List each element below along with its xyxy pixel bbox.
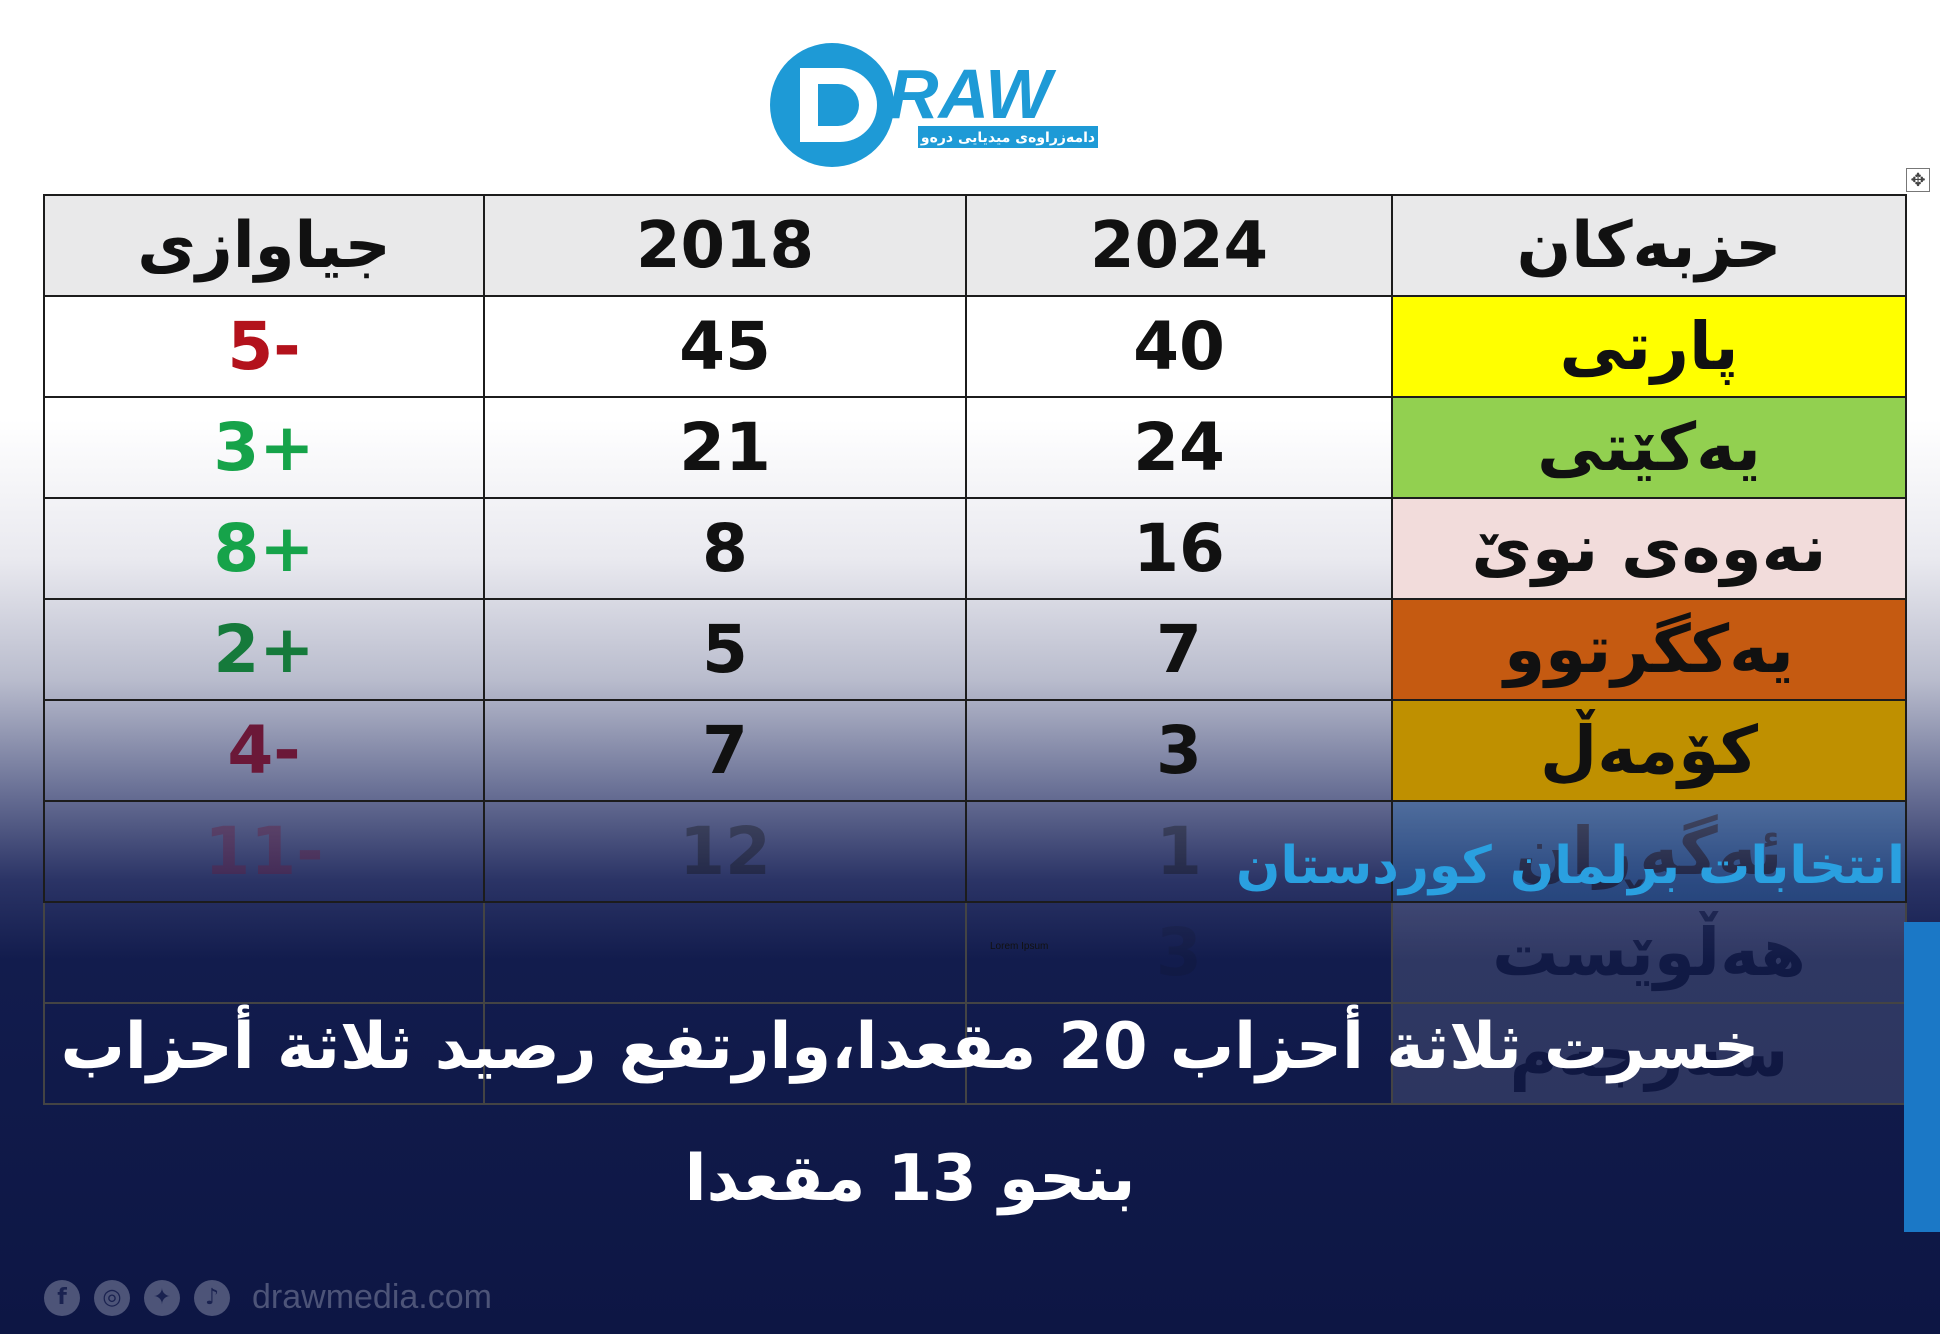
- value-2018-cell: 45: [483, 295, 967, 398]
- value-2018-cell: 12: [483, 800, 967, 903]
- table-row: 4- 7 3 کۆمەڵ: [43, 699, 1907, 802]
- header-party: حزبەکان: [1391, 194, 1907, 297]
- accent-side-bar: [1904, 922, 1940, 1232]
- draw-logo: RAW دامەزراوەی میدیایی درەو: [770, 43, 1098, 167]
- party-cell: یەکگرتوو: [1391, 598, 1907, 701]
- logo-wordmark: RAW: [888, 55, 1057, 133]
- value-2024-cell: 3: [965, 901, 1393, 1004]
- value-2024-cell: 16: [965, 497, 1393, 600]
- logo-tagline: دامەزراوەی میدیایی درەو: [920, 130, 1095, 146]
- table-row: 3+ 21 24 یەکێتی: [43, 396, 1907, 499]
- table-row: 2+ 5 7 یەکگرتوو: [43, 598, 1907, 701]
- value-2018-cell: 5: [483, 598, 967, 701]
- diff-cell: 8+: [43, 497, 485, 600]
- header-diff: جیاوازی: [43, 194, 485, 297]
- tiktok-icon[interactable]: ♪: [194, 1279, 230, 1316]
- value-2018-cell: 7: [483, 699, 967, 802]
- table-row: 11- 12 1 ئەگەڕان: [43, 800, 1907, 903]
- header-2018: 2018: [483, 194, 967, 297]
- facebook-icon[interactable]: f: [44, 1279, 80, 1316]
- table-row: 5- 45 40 پارتی: [43, 295, 1907, 398]
- headline-line-2: بنحو 13 مقعدا: [684, 1142, 1136, 1216]
- results-table: جیاوازی 2018 2024 حزبەکان 5- 45 40 پارتی…: [43, 194, 1907, 1105]
- value-2024-cell: 1: [965, 800, 1393, 903]
- value-2018-cell: [483, 1002, 967, 1105]
- headline-line-1: خسرت ثلاثة أحزاب 20 مقعدا،وارتفع رصيد ثل…: [60, 1010, 1760, 1084]
- value-2024-cell: 24: [965, 396, 1393, 499]
- value-2018-cell: 8: [483, 497, 967, 600]
- party-cell: پارتی: [1391, 295, 1907, 398]
- table-move-handle-icon[interactable]: ✥: [1906, 168, 1930, 192]
- instagram-icon[interactable]: ◎: [94, 1279, 130, 1316]
- header-row: جیاوازی 2018 2024 حزبەکان: [43, 194, 1907, 297]
- table-row: 3 هەڵوێست: [43, 901, 1907, 1004]
- diff-cell: 2+: [43, 598, 485, 701]
- value-2024-cell: 40: [965, 295, 1393, 398]
- party-cell: نەوەی نوێ: [1391, 497, 1907, 600]
- diff-cell: 11-: [43, 800, 485, 903]
- party-cell: کۆمەڵ: [1391, 699, 1907, 802]
- subtitle: انتخابات برلمان كوردستان: [1236, 836, 1905, 896]
- twitter-icon[interactable]: ✦: [144, 1279, 180, 1316]
- footer: f ◎ ✦ ♪ drawmedia.com: [44, 1278, 492, 1317]
- diff-cell: 5-: [43, 295, 485, 398]
- diff-cell: 3+: [43, 396, 485, 499]
- diff-cell: [43, 1002, 485, 1105]
- party-cell: سەرجەم: [1391, 1002, 1907, 1105]
- party-cell: یەکێتی: [1391, 396, 1907, 499]
- value-2024-cell: [965, 1002, 1393, 1105]
- value-2018-cell: 21: [483, 396, 967, 499]
- header-2024: 2024: [965, 194, 1393, 297]
- table-row: 8+ 8 16 نەوەی نوێ: [43, 497, 1907, 600]
- lorem-placeholder: Lorem Ipsum: [990, 941, 1049, 952]
- value-2024-cell: 7: [965, 598, 1393, 701]
- value-2018-cell: [483, 901, 967, 1004]
- site-url[interactable]: drawmedia.com: [252, 1278, 492, 1316]
- table-row: سەرجەم: [43, 1002, 1907, 1105]
- diff-cell: 4-: [43, 699, 485, 802]
- party-cell: ئەگەڕان: [1391, 800, 1907, 903]
- party-cell: هەڵوێست: [1391, 901, 1907, 1004]
- diff-cell: [43, 901, 485, 1004]
- value-2024-cell: 3: [965, 699, 1393, 802]
